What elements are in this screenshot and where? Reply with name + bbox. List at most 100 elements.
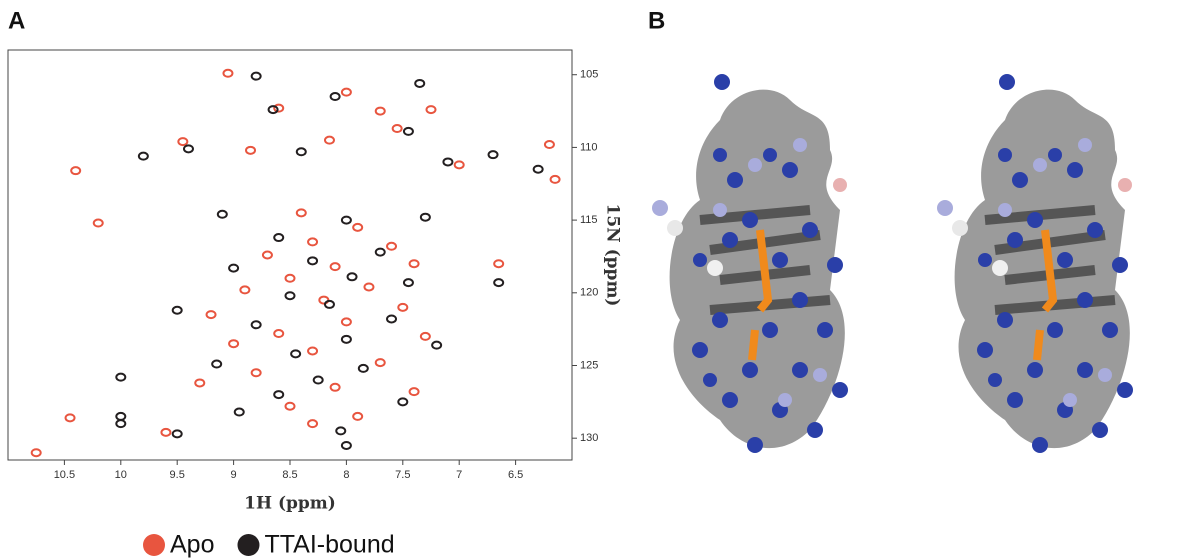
peak	[295, 147, 307, 157]
legend: Apo TTAI-bound	[143, 531, 395, 559]
peak	[177, 137, 189, 147]
panel-label: B	[648, 7, 665, 34]
peak	[363, 282, 375, 292]
peak	[549, 174, 561, 184]
peak	[171, 429, 183, 439]
peak	[397, 302, 409, 312]
peak	[194, 378, 206, 388]
legend-swatch	[237, 534, 260, 556]
x-tick-label: 8	[343, 469, 349, 481]
legend-label: TTAI-bound	[264, 531, 394, 559]
peak	[250, 368, 262, 378]
peak	[115, 372, 127, 382]
peak	[335, 426, 347, 436]
peak	[205, 310, 217, 320]
y-axis-label: 15N (ppm)	[603, 204, 623, 307]
peak	[312, 375, 324, 385]
peak	[92, 218, 104, 228]
peak	[233, 407, 245, 417]
peak	[290, 349, 302, 359]
peak	[239, 285, 251, 295]
peak	[182, 144, 194, 154]
x-tick-label: 8.5	[282, 469, 297, 481]
peak	[284, 273, 296, 283]
peak	[273, 390, 285, 400]
peak	[261, 250, 273, 260]
y-tick-label: 120	[580, 287, 598, 299]
peak	[30, 448, 42, 458]
x-tick-label: 9	[231, 469, 237, 481]
peak	[419, 212, 431, 222]
peak	[391, 124, 403, 134]
peak	[374, 106, 386, 116]
y-tick-label: 115	[580, 214, 598, 226]
peak	[307, 256, 319, 266]
peak	[284, 401, 296, 411]
x-tick-label: 7	[456, 469, 462, 481]
peak	[171, 305, 183, 315]
peak	[323, 135, 335, 145]
peak	[273, 329, 285, 339]
peak	[346, 272, 358, 282]
peak	[329, 92, 341, 102]
x-axis-label: 1H (ppm)	[244, 494, 336, 514]
peak	[340, 317, 352, 327]
peak	[211, 359, 223, 369]
peak	[408, 259, 420, 269]
peak	[329, 382, 341, 392]
peak	[431, 340, 443, 350]
peak	[250, 320, 262, 330]
legend-label: Apo	[170, 531, 214, 559]
peak	[307, 237, 319, 247]
protein-structure	[652, 74, 848, 453]
peak	[70, 166, 82, 176]
peak	[352, 411, 364, 421]
peak	[284, 291, 296, 301]
peak	[318, 295, 330, 305]
x-tick-label: 10	[115, 469, 127, 481]
peak	[543, 140, 555, 150]
peak	[352, 222, 364, 232]
peak	[442, 157, 454, 167]
peak	[216, 209, 228, 219]
peak	[250, 71, 262, 81]
peak	[295, 208, 307, 218]
legend-swatch	[143, 534, 165, 556]
peak	[402, 126, 414, 136]
peak	[340, 440, 352, 450]
peak	[245, 145, 257, 155]
peak	[408, 387, 420, 397]
y-tick-label: 125	[580, 359, 598, 371]
peak	[323, 299, 335, 309]
y-tick-label: 105	[580, 69, 598, 81]
peak	[64, 413, 76, 423]
y-tick-label: 130	[580, 432, 598, 444]
peak	[425, 105, 437, 115]
peak	[137, 151, 149, 161]
peak	[160, 427, 172, 437]
peak	[493, 278, 505, 288]
peak	[453, 160, 465, 170]
peak	[115, 419, 127, 429]
peak	[340, 334, 352, 344]
panel-label: A	[8, 7, 25, 34]
peak	[273, 103, 285, 113]
peak	[340, 215, 352, 225]
peak	[357, 363, 369, 373]
peak	[532, 164, 544, 174]
peak	[493, 259, 505, 269]
protein-structure	[937, 74, 1133, 453]
peak	[386, 241, 398, 251]
y-tick-label: 110	[580, 141, 598, 153]
peak	[402, 278, 414, 288]
peak	[487, 150, 499, 160]
peak	[267, 105, 279, 115]
peak	[397, 397, 409, 407]
x-tick-label: 7.5	[395, 469, 410, 481]
peak	[307, 419, 319, 429]
peak	[340, 87, 352, 97]
x-tick-label: 10.5	[54, 469, 75, 481]
peak	[228, 263, 240, 273]
peak	[419, 331, 431, 341]
